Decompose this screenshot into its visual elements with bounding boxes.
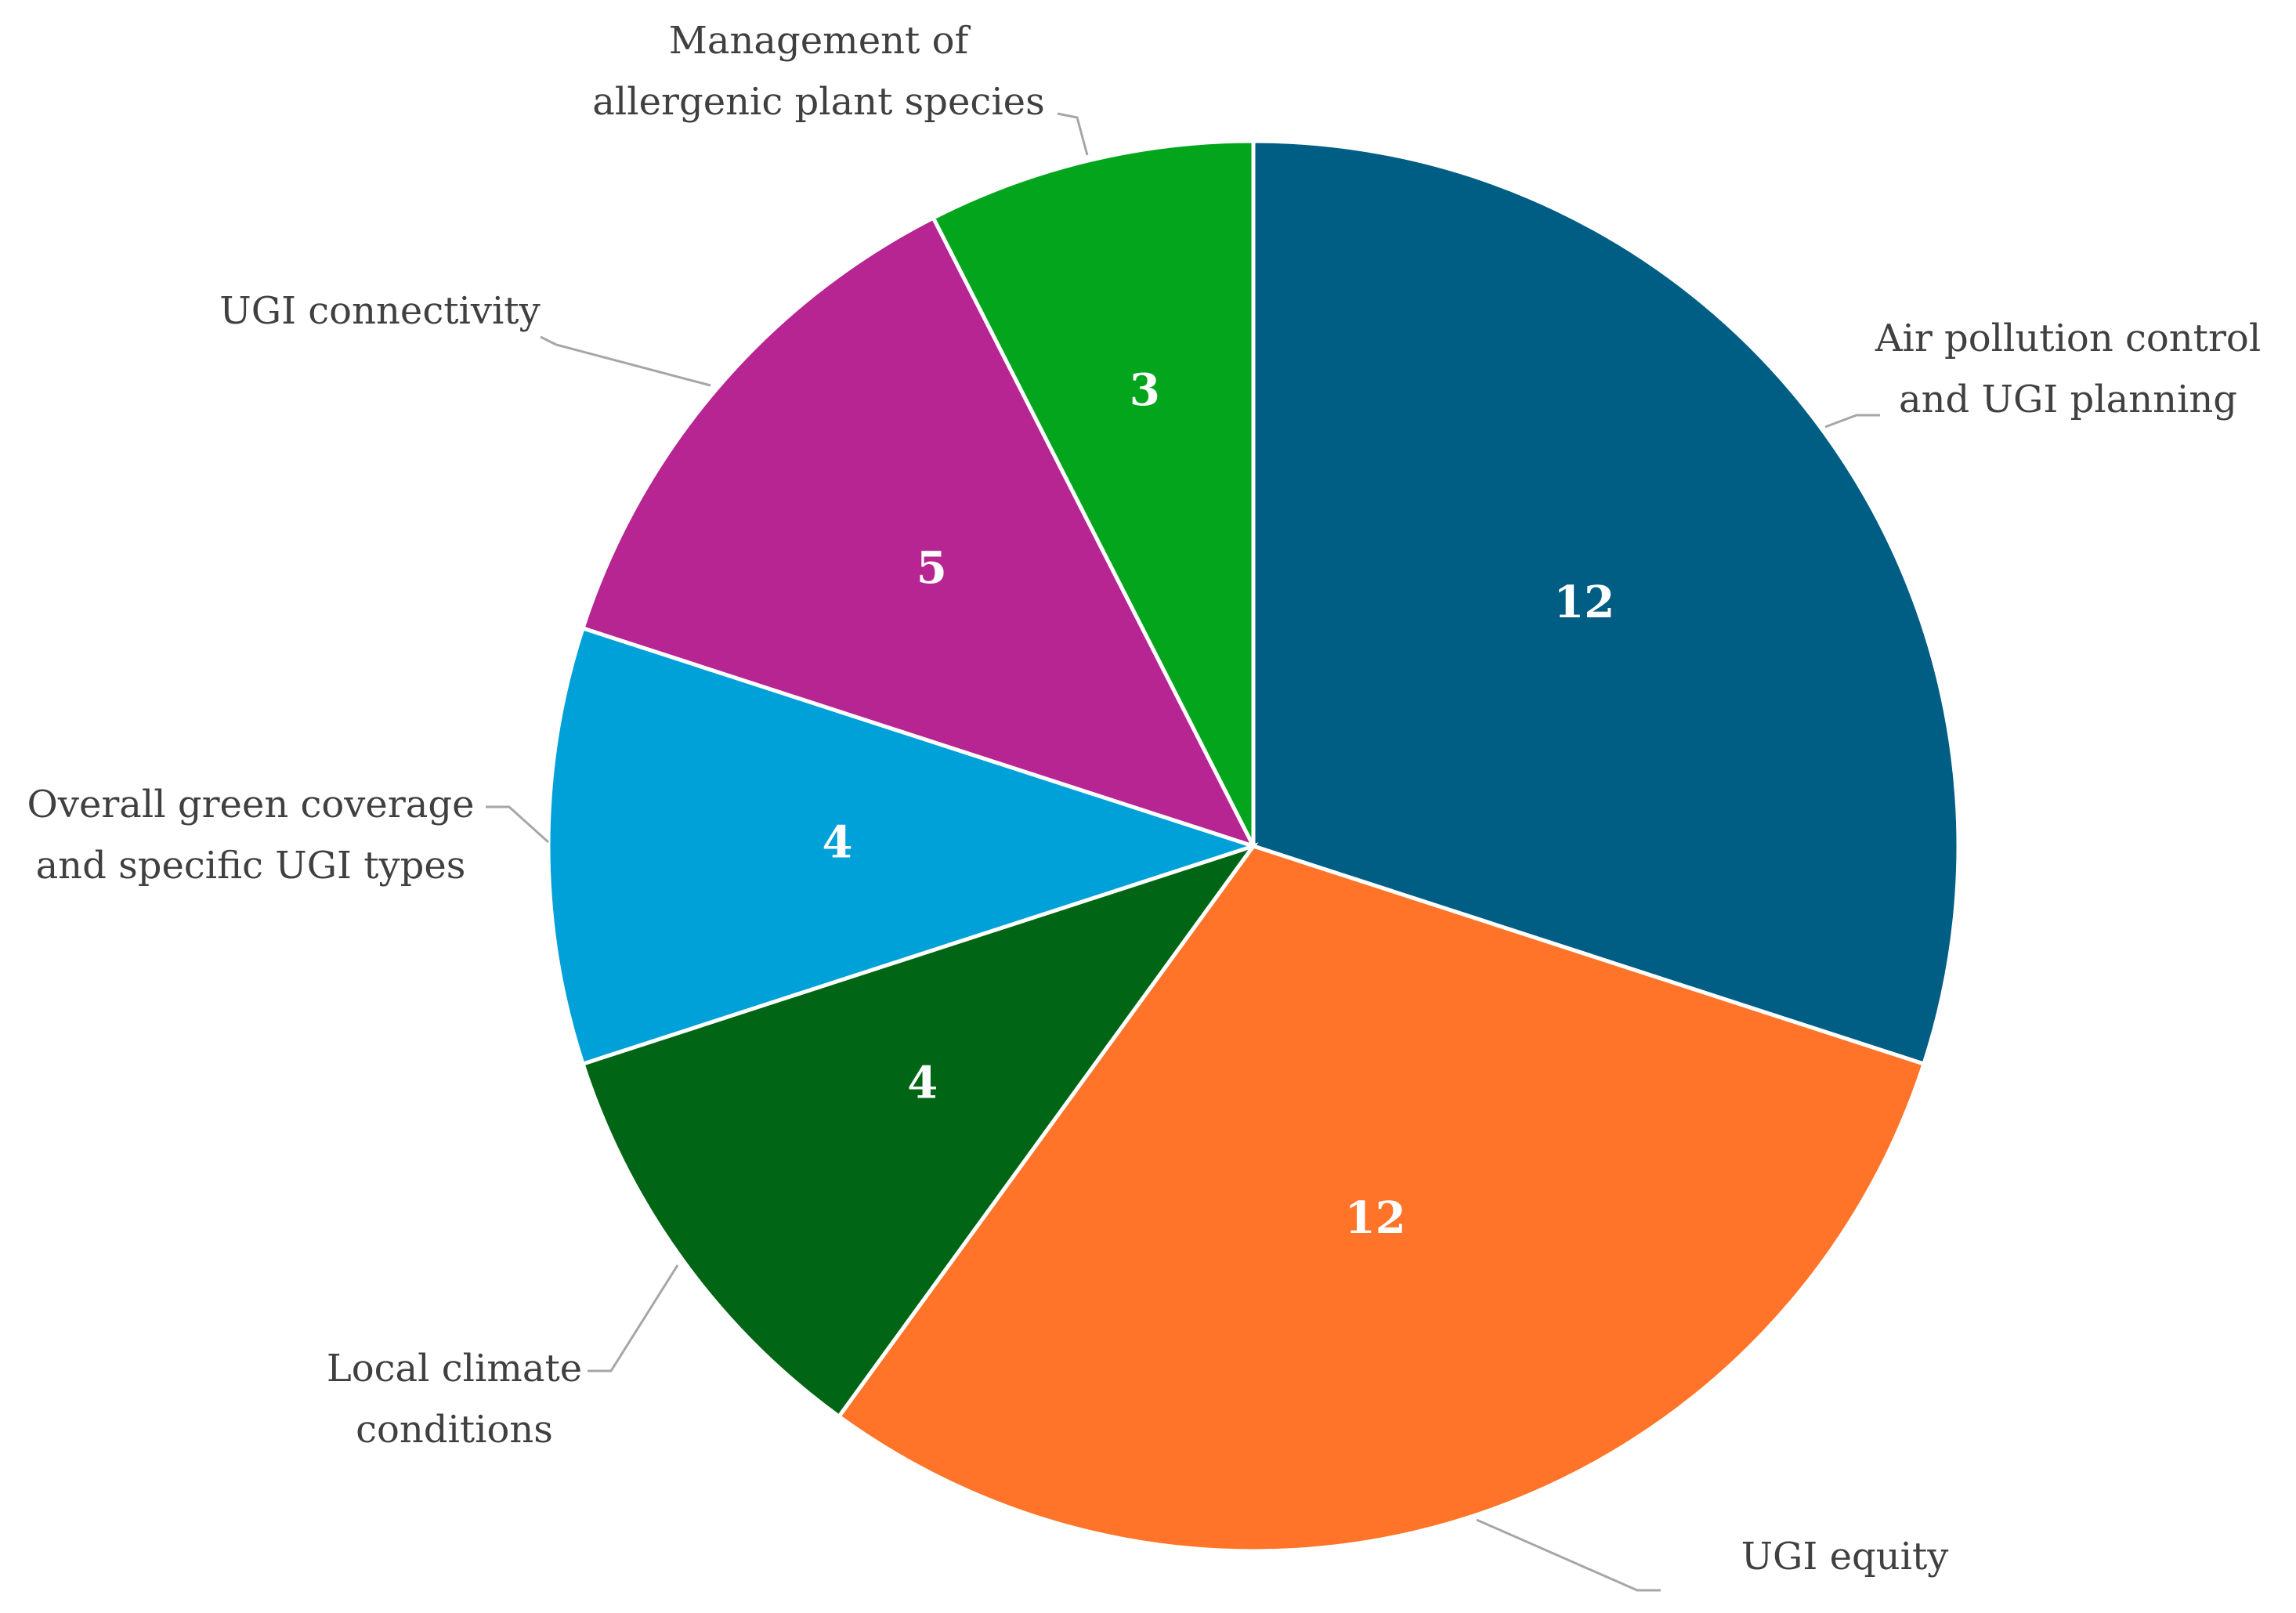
category-label-line: Air pollution control bbox=[1875, 316, 2261, 360]
pie-slice-air-pollution-control-and-ugi-planning bbox=[1251, 139, 1961, 1067]
category-label-air-pollution-control-and-ugi-planning: Air pollution control and UGI planning bbox=[1875, 316, 2261, 421]
leader-line-local-climate-conditions bbox=[588, 1264, 679, 1372]
category-label-line: conditions bbox=[356, 1408, 553, 1452]
leader-line-ugi-connectivity bbox=[540, 335, 711, 387]
category-label-local-climate-conditions: Local climate conditions bbox=[327, 1347, 582, 1452]
category-label-line: Management of bbox=[669, 19, 971, 63]
leader-line-air-pollution-control-and-ugi-planning bbox=[1824, 414, 1880, 429]
value-label-overall-green-coverage-and-specific-ugi-types: 4 bbox=[823, 817, 853, 869]
pie-slices bbox=[546, 139, 1961, 1553]
leader-lines bbox=[486, 112, 1880, 1592]
value-label-ugi-equity: 12 bbox=[1345, 1192, 1406, 1244]
pie-slice-management-of-allergenic-plant-species bbox=[931, 139, 1256, 848]
value-label-ugi-connectivity: 5 bbox=[917, 542, 947, 594]
leader-line-management-of-allergenic-plant-species bbox=[1057, 112, 1089, 156]
leader-line-ugi-equity bbox=[1476, 1518, 1661, 1592]
category-label-management-of-allergenic-plant-species: Management of allergenic plant species bbox=[592, 19, 1044, 124]
value-label-air-pollution-control-and-ugi-planning: 12 bbox=[1553, 577, 1614, 628]
pie-slice-local-climate-conditions bbox=[580, 842, 1259, 1420]
value-labels: 12 12 4 4 5 3 bbox=[823, 364, 1615, 1244]
category-label-line: UGI equity bbox=[1741, 1535, 1949, 1579]
category-label-ugi-equity: UGI equity bbox=[1741, 1535, 1949, 1579]
pie-slice-overall-green-coverage-and-specific-ugi-types bbox=[546, 625, 1260, 1067]
value-label-local-climate-conditions: 4 bbox=[907, 1057, 938, 1108]
pie-slice-ugi-equity bbox=[836, 844, 1927, 1553]
category-label-line: Overall green coverage bbox=[27, 783, 474, 826]
pie-slice-ugi-connectivity bbox=[580, 215, 1257, 850]
leader-line-overall-green-coverage-and-specific-ugi-types bbox=[486, 805, 550, 844]
category-label-ugi-connectivity: UGI connectivity bbox=[219, 289, 540, 333]
category-label-line: and UGI planning bbox=[1899, 378, 2237, 421]
category-labels: Air pollution control and UGI planning UGI… bbox=[27, 19, 2261, 1579]
category-label-line: UGI connectivity bbox=[219, 289, 540, 333]
value-label-management-of-allergenic-plant-species: 3 bbox=[1130, 364, 1160, 416]
category-label-overall-green-coverage-and-specific-ugi-types: Overall green coverage and specific UGI t… bbox=[27, 783, 474, 888]
category-label-line: allergenic plant species bbox=[592, 80, 1044, 124]
category-label-line: and specific UGI types bbox=[36, 844, 466, 888]
category-label-line: Local climate bbox=[327, 1347, 582, 1391]
